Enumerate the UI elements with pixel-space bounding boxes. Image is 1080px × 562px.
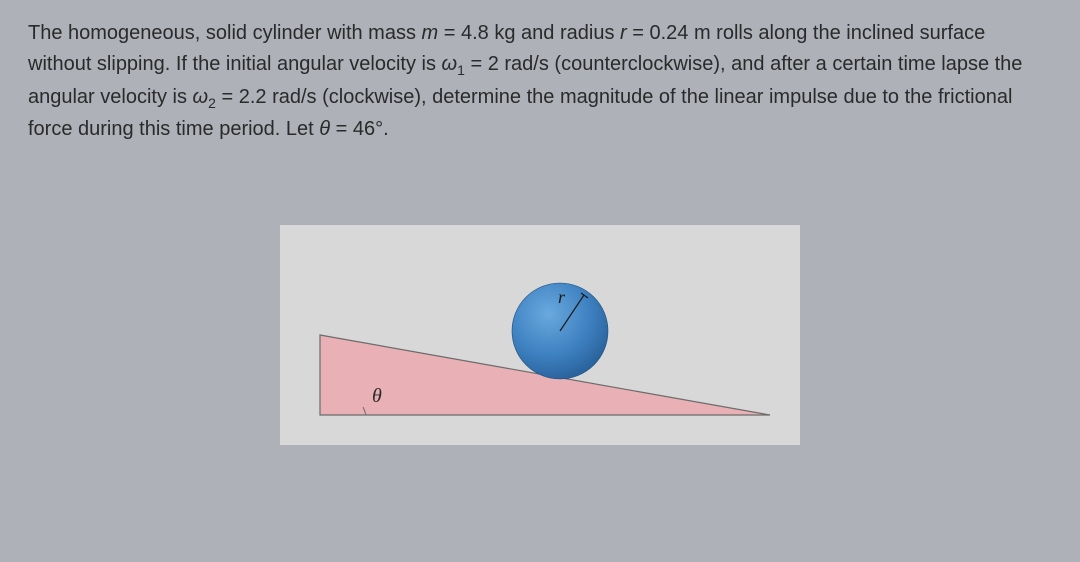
var-r: r xyxy=(620,22,627,44)
text: . xyxy=(383,118,389,140)
var-m: m xyxy=(422,22,439,44)
figure-container: θ r xyxy=(0,225,1080,445)
var-omega2: ω xyxy=(193,86,209,108)
val-m: 4.8 kg xyxy=(461,22,515,44)
sub2: 2 xyxy=(208,95,216,111)
text: = xyxy=(465,53,488,75)
var-theta: θ xyxy=(319,118,330,140)
physics-figure: θ r xyxy=(280,225,800,445)
text: = xyxy=(438,22,461,44)
problem-statement: The homogeneous, solid cylinder with mas… xyxy=(0,0,1080,145)
text: = xyxy=(627,22,650,44)
var-omega: ω xyxy=(442,53,458,75)
val-r: 0.24 m xyxy=(649,22,710,44)
val-w2: 2.2 rad/s xyxy=(239,86,317,108)
theta-label: θ xyxy=(372,385,382,407)
val-theta: 46° xyxy=(353,118,383,140)
r-label: r xyxy=(558,287,566,307)
val-w1: 2 rad/s xyxy=(488,53,549,75)
text: The homogeneous, solid cylinder with mas… xyxy=(28,22,422,44)
sub1: 1 xyxy=(457,62,465,78)
figure-svg: θ r xyxy=(280,225,800,445)
text: = xyxy=(216,86,239,108)
text: = xyxy=(330,118,353,140)
text: and radius xyxy=(515,22,620,44)
